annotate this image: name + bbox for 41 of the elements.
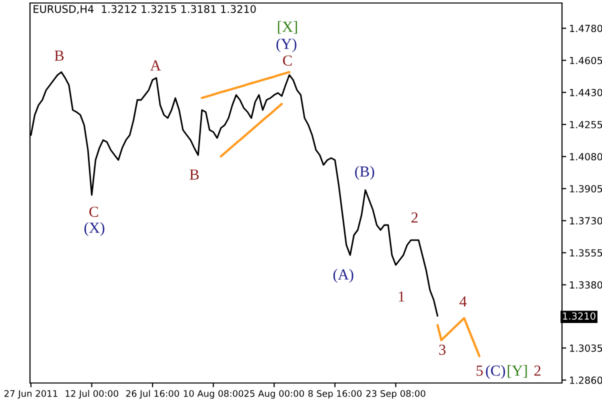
y-tick-label: 1.3555	[570, 249, 602, 257]
x-tick-label: 12 Jul 00:00	[66, 390, 118, 399]
annotation: (B)	[355, 166, 374, 180]
chart-title: EURUSD,H4 1.3212 1.3215 1.3181 1.3210	[34, 5, 256, 14]
annotation: (C)	[486, 365, 506, 379]
annotation: (A)	[333, 268, 354, 283]
x-tick-label: 25 Aug 00:00	[244, 390, 304, 399]
annotation: C	[89, 206, 98, 217]
annotation: 4	[460, 296, 467, 306]
line-series	[436, 317, 480, 358]
x-tick-label: 23 Sep 08:00	[366, 390, 426, 399]
annotation: C	[283, 55, 292, 66]
y-tick-label: 1.3035	[570, 344, 602, 352]
annotation: (Y)	[276, 38, 296, 52]
annotation: 2	[534, 366, 541, 376]
y-tick-label: 1.4780	[570, 24, 602, 32]
x-tick-label: 10 Aug 08:00	[184, 390, 244, 399]
x-tick-label: 26 Jul 16:00	[126, 390, 180, 399]
y-tick-label: 1.4605	[570, 56, 602, 64]
annotation: A	[150, 60, 161, 71]
text: 1.3210	[563, 312, 596, 320]
y-tick-label: 1.3905	[570, 185, 602, 192]
annotation: B	[54, 50, 64, 61]
line-series	[220, 102, 283, 158]
y-tick-label: 1.3380	[570, 281, 602, 289]
y-tick-label: 1.3730	[570, 217, 602, 224]
annotation: [Y]	[508, 365, 527, 378]
annotation: 2	[411, 212, 418, 223]
annotation: (X)	[84, 222, 104, 236]
annotation: B	[190, 170, 199, 180]
x-tick-label: 27 Jun 2011	[4, 390, 58, 399]
y-tick-label: 1.2860	[570, 376, 602, 384]
annotation: [X]	[278, 21, 297, 34]
x-tick-label: 8 Sep 16:00	[308, 390, 362, 399]
annotation: 5	[476, 366, 483, 376]
y-tick-label: 1.4255	[570, 120, 602, 128]
y-tick-label: 1.4430	[570, 88, 602, 96]
annotation: 3	[439, 344, 446, 355]
line-series	[200, 70, 290, 100]
y-tick-label: 1.4080	[570, 153, 602, 160]
annotation: 1	[398, 291, 404, 302]
